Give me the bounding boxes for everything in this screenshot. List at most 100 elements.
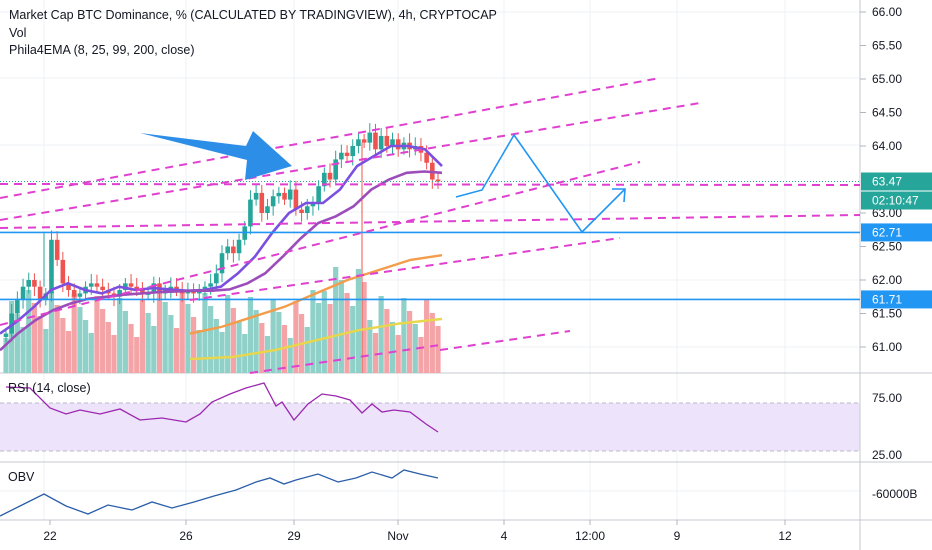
candle-body [322, 172, 327, 187]
obv-tick-label: -60000B [872, 487, 917, 501]
volume-bar [412, 324, 418, 373]
volume-bars [3, 267, 441, 373]
time-tick-label: 26 [179, 529, 193, 543]
candle-body [54, 239, 60, 260]
candle-body [15, 300, 20, 314]
candle-body [71, 290, 77, 297]
candle-body [373, 132, 378, 150]
obv-label: OBV [8, 470, 35, 484]
price-tag [861, 172, 932, 191]
price-tick-label: 61.50 [872, 307, 902, 321]
ema-200-line [189, 317, 443, 361]
price-tick-label: 61.00 [872, 340, 902, 354]
candle-body [3, 333, 9, 337]
candle-body [390, 139, 395, 146]
volume-bar [327, 304, 333, 373]
volume-bar [361, 282, 367, 373]
candle-body [333, 159, 338, 180]
volume-bar [435, 326, 441, 373]
time-tick-label: 4 [501, 529, 508, 543]
candle-body [384, 135, 390, 146]
volume-bar [111, 335, 117, 373]
price-tag [861, 191, 932, 210]
channel-line [439, 330, 571, 351]
ema-99-line [189, 254, 443, 335]
candle-body [214, 273, 219, 284]
volume-bar [264, 336, 271, 373]
volume-bar [82, 320, 89, 373]
channel-line [0, 183, 861, 186]
time-tick-label: 12:00 [575, 529, 605, 543]
volume-bar [304, 327, 310, 373]
candle-body [208, 283, 213, 287]
volume-bar [424, 300, 430, 373]
candle-body [231, 246, 236, 254]
volume-bar [139, 300, 146, 373]
volume-bar [378, 296, 384, 373]
candle-body [134, 286, 140, 291]
channel-line [249, 344, 441, 374]
candle-body [20, 286, 26, 301]
volume-bar [14, 314, 20, 373]
candle-body [49, 239, 54, 294]
candle-body [60, 259, 66, 284]
price-tick-label: 66.00 [872, 5, 902, 19]
time-tick-label: 9 [674, 529, 681, 543]
ema-indicator-label[interactable]: Phila4EMA (8, 25, 99, 200, close) [9, 43, 195, 57]
price-tag [861, 290, 932, 309]
volume-bar [293, 301, 299, 373]
chart-title[interactable]: Market Cap BTC Dominance, % (CALCULATED … [9, 8, 497, 22]
candle-body [248, 199, 253, 227]
candle-body [32, 280, 37, 287]
volume-bar [338, 280, 344, 373]
candle-body [117, 290, 122, 297]
volume-bar [145, 313, 151, 373]
vol-indicator-label[interactable]: Vol [9, 26, 27, 40]
candle-body [270, 196, 276, 207]
candle-body [344, 152, 350, 157]
candle-body [225, 246, 230, 254]
volume-bar [389, 322, 396, 373]
volume-bar [259, 323, 265, 373]
volume-bar [321, 291, 327, 373]
rsi-tick-label: 25.00 [872, 448, 902, 462]
price-tick-label: 64.50 [872, 106, 902, 120]
volume-bar [156, 289, 163, 373]
candle-body [361, 139, 367, 143]
candle-body [66, 283, 71, 291]
volume-bar [213, 319, 219, 373]
ema-8-line [0, 144, 443, 335]
candle-body [367, 132, 373, 143]
projection-path [455, 133, 626, 234]
volume-bar [185, 304, 191, 373]
candle-body [304, 206, 310, 213]
volume-bar [350, 306, 356, 373]
volume-bar [208, 306, 214, 373]
candle-body [310, 202, 316, 207]
volume-bar [225, 295, 231, 373]
ema-lines [0, 144, 443, 361]
volume-bar [429, 313, 435, 373]
candle-body [88, 283, 94, 287]
candle-body [299, 209, 304, 213]
candle-body [9, 313, 14, 334]
volume-bar [88, 333, 94, 373]
volume-bar [105, 322, 111, 373]
candle-body [94, 283, 100, 287]
volume-bar [31, 303, 38, 373]
volume-bar [401, 298, 407, 373]
time-tick-label: 22 [43, 529, 57, 543]
price-tick-label: 65.00 [872, 72, 902, 86]
volume-bar [20, 327, 26, 373]
volume-bar [77, 307, 83, 373]
candle-body [287, 189, 293, 200]
volume-bar [168, 315, 174, 373]
candle-body [316, 186, 321, 203]
candle-body [37, 286, 43, 301]
drawings[interactable] [0, 77, 861, 374]
volume-bar [355, 269, 362, 373]
candle-body [202, 286, 208, 291]
candle-body [253, 192, 259, 200]
volume-bar [37, 316, 43, 373]
